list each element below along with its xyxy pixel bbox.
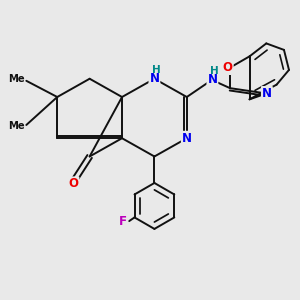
Text: H: H <box>210 66 219 76</box>
Text: F: F <box>119 215 127 229</box>
Text: H: H <box>152 65 160 75</box>
Text: Me: Me <box>8 122 25 131</box>
Text: N: N <box>262 87 272 100</box>
Text: O: O <box>223 61 233 74</box>
Text: N: N <box>207 74 218 86</box>
Text: O: O <box>68 177 78 190</box>
Text: N: N <box>182 132 192 145</box>
Text: N: N <box>149 72 159 85</box>
Text: Me: Me <box>8 74 25 84</box>
